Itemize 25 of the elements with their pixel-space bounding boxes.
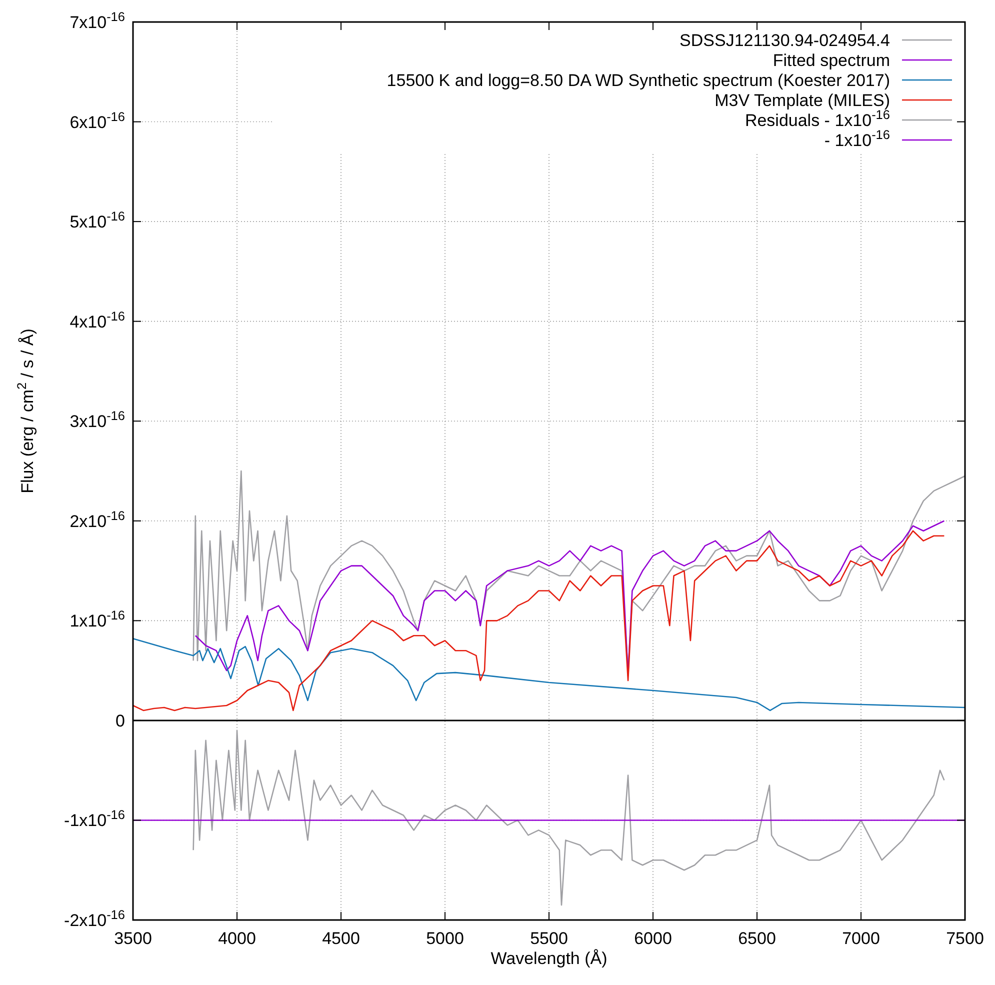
x-tick-label: 7500 [946,929,984,948]
x-tick-label: 4000 [218,929,256,948]
y-tick-label: -2x10$^{-16}$ [64,906,125,930]
x-tick-label: 6500 [738,929,776,948]
y-tick-label: 7x10$^{-16}$ [70,8,125,32]
x-tick-label: 3500 [114,929,152,948]
x-tick-label: 5500 [530,929,568,948]
y-tick-label: -1x10$^{-16}$ [64,806,125,830]
legend-label: - 1x10$^{-16}$ [824,126,890,150]
legend-label: M3V Template (MILES) [714,91,890,110]
x-tick-label: 5000 [426,929,464,948]
x-tick-label: 4500 [322,929,360,948]
y-tick-label: 1x10$^{-16}$ [70,607,125,631]
y-tick-label: 5x10$^{-16}$ [70,208,125,232]
x-tick-label: 7000 [842,929,880,948]
y-tick-label: 6x10$^{-16}$ [70,108,125,132]
y-tick-label: 0 [116,711,125,730]
legend-label: SDSSJ121130.94-024954.4 [680,31,890,50]
x-tick-label: 6000 [634,929,672,948]
y-tick-label: 2x10$^{-16}$ [70,507,125,531]
legend-label: Fitted spectrum [772,51,890,70]
legend-label: 15500 K and logg=8.50 DA WD Synthetic spectrum (Koester 2017) [386,71,890,90]
y-tick-label: 3x10$^{-16}$ [70,408,125,432]
x-axis-title: Wavelength (Å) [490,949,608,968]
y-tick-label: 4x10$^{-16}$ [70,308,125,332]
